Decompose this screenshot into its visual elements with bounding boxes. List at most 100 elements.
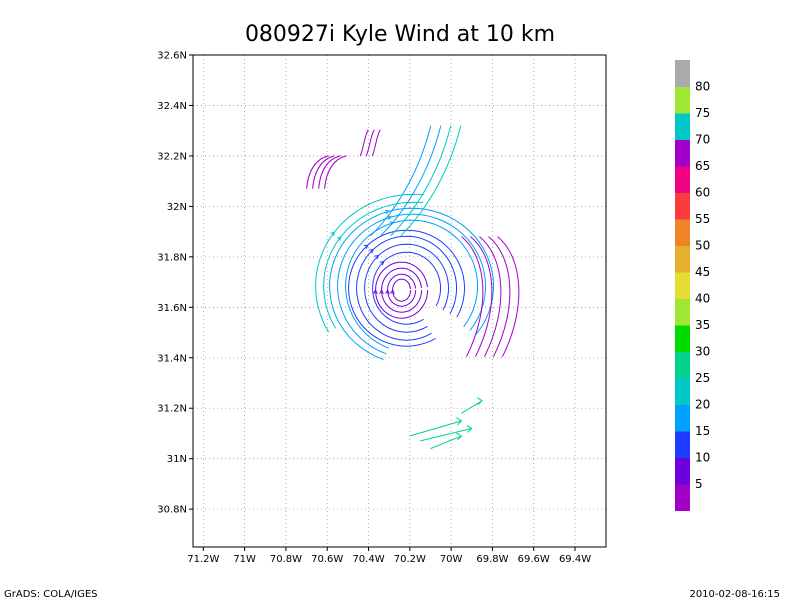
colorbar-segment: [675, 351, 690, 379]
streamline: [372, 251, 442, 325]
colorbar-label: 65: [695, 159, 710, 173]
colorbar-label: 80: [695, 80, 710, 94]
streamline: [430, 435, 462, 450]
colorbar-label: 25: [695, 371, 710, 385]
streamline: [375, 261, 429, 319]
colorbar-segment: [675, 113, 690, 140]
colorbar-label: 75: [695, 106, 710, 120]
colorbar-label: 60: [695, 186, 710, 200]
y-tick-label: 32N: [167, 202, 187, 213]
colorbar-label: 55: [695, 212, 710, 226]
colorbar-segment: [675, 166, 690, 193]
x-tick-label: 69.6W: [518, 554, 550, 565]
colorbar-segment: [675, 484, 690, 511]
streamline-arrow: [387, 215, 393, 220]
streamline-arrow: [456, 432, 463, 441]
streamline-arrow: [456, 417, 463, 426]
x-tick-label: 70.4W: [352, 554, 384, 565]
grid-lines: [193, 55, 606, 547]
colorbar-segment: [675, 404, 690, 432]
streamline: [323, 201, 424, 329]
colorbar-segment: [675, 60, 690, 87]
y-tick-label: 31.8N: [157, 252, 187, 263]
streamline-arrow: [379, 260, 385, 266]
x-tick-label: 71W: [233, 554, 256, 565]
streamline-arrow: [363, 244, 369, 249]
streamline: [348, 229, 466, 347]
colorbar-label: 70: [695, 133, 710, 147]
streamline-arrow: [336, 236, 342, 241]
streamline: [337, 213, 487, 355]
streamline-arrow: [373, 289, 378, 295]
streamline: [390, 125, 452, 236]
x-tick-label: 70.8W: [270, 554, 302, 565]
streamline: [371, 129, 381, 157]
streamline-arrow: [374, 254, 380, 260]
streamline: [312, 155, 335, 189]
x-tick-label: 70.6W: [311, 554, 343, 565]
colorbar-segment: [675, 139, 690, 167]
colorbar-label: 15: [695, 424, 710, 438]
y-axis-ticks: 30.8N 31N 31.2N 31.4N 31.6N 31.8N 32N 32.2N 32.4…: [157, 51, 193, 516]
streamline: [306, 155, 329, 189]
colorbar-segment: [675, 86, 690, 114]
streamline: [420, 427, 472, 442]
chart-title: 080927i Kyle Wind at 10 km: [245, 22, 555, 47]
x-axis-ticks: 71.2W 71W 70.8W 70.6W 70.4W 70.2W 70W 69.8W 69.6…: [187, 547, 591, 565]
colorbar: 5 10 15 20 25 30 35 40 45 50 55 60 65 70 75 80: [675, 60, 710, 511]
streamline: [356, 235, 458, 341]
colorbar-label: 50: [695, 239, 710, 253]
colorbar-segment: [675, 245, 690, 273]
x-tick-label: 70W: [440, 554, 463, 565]
x-tick-label: 69.4W: [559, 554, 591, 565]
streamline: [461, 400, 483, 414]
colorbar-segment: [675, 272, 690, 299]
streamline: [461, 236, 484, 357]
footer-right: 2010-02-08-16:15: [689, 589, 780, 600]
streamline-arrow: [330, 231, 335, 237]
streamline-arrow: [390, 289, 395, 295]
y-tick-label: 32.4N: [157, 101, 187, 112]
colorbar-segment: [675, 219, 690, 246]
streamline-arrow: [466, 424, 473, 433]
streamline: [497, 236, 520, 357]
colorbar-label: 20: [695, 398, 710, 412]
colorbar-label: 30: [695, 345, 710, 359]
y-tick-label: 31.4N: [157, 353, 187, 364]
streamline: [315, 193, 424, 333]
streamline-arrow: [385, 289, 390, 295]
colorbar-label: 35: [695, 318, 710, 332]
colorbar-label: 5: [695, 477, 703, 491]
streamline: [380, 125, 442, 236]
plot-frame: [192, 54, 607, 548]
streamline-arrow: [384, 209, 391, 215]
y-tick-label: 31.6N: [157, 303, 187, 314]
y-tick-label: 32.6N: [157, 51, 187, 62]
streamline: [324, 155, 347, 189]
streamline: [470, 236, 493, 357]
x-tick-label: 71.2W: [187, 554, 219, 565]
colorbar-segment: [675, 325, 690, 352]
streamline: [370, 125, 432, 236]
streamline: [488, 236, 511, 357]
colorbar-label: 40: [695, 292, 710, 306]
x-tick-label: 70.2W: [394, 554, 426, 565]
colorbar-segment: [675, 457, 690, 485]
streamline-arrow: [379, 289, 384, 295]
y-tick-label: 31N: [167, 454, 187, 465]
footer-left: GrADS: COLA/IGES: [4, 589, 98, 600]
streamline: [400, 125, 462, 236]
streamlines: [306, 125, 520, 450]
streamline: [364, 243, 450, 333]
x-tick-label: 69.8W: [476, 554, 508, 565]
colorbar-label: 45: [695, 265, 710, 279]
streamline: [359, 129, 369, 157]
y-tick-label: 31.2N: [157, 404, 187, 415]
streamline: [365, 129, 375, 157]
y-tick-label: 30.8N: [157, 505, 187, 516]
streamline: [409, 420, 462, 437]
colorbar-segment: [675, 192, 690, 220]
colorbar-label: 10: [695, 451, 710, 465]
colorbar-segment: [675, 298, 690, 326]
